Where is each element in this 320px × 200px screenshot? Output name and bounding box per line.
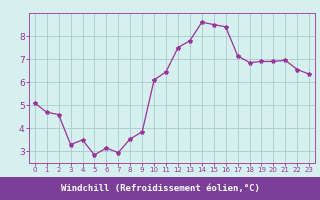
Text: Windchill (Refroidissement éolien,°C): Windchill (Refroidissement éolien,°C) — [60, 184, 260, 193]
